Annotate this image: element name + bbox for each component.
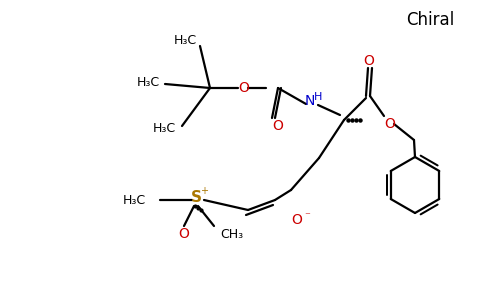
Text: CH₃: CH₃ (220, 227, 243, 241)
Text: O: O (385, 117, 395, 131)
Text: ⁻: ⁻ (304, 211, 310, 221)
Text: O: O (291, 213, 302, 227)
Text: H: H (314, 92, 322, 102)
Text: H₃C: H₃C (174, 34, 197, 46)
Text: O: O (179, 227, 189, 241)
Text: +: + (200, 186, 208, 196)
Text: N: N (305, 94, 315, 108)
Text: H₃C: H₃C (123, 194, 146, 206)
Text: O: O (363, 54, 375, 68)
Text: H₃C: H₃C (137, 76, 160, 88)
Text: S: S (191, 190, 201, 206)
Text: O: O (239, 81, 249, 95)
Text: O: O (272, 119, 284, 133)
Text: Chiral: Chiral (406, 11, 454, 29)
Text: H₃C: H₃C (153, 122, 176, 134)
